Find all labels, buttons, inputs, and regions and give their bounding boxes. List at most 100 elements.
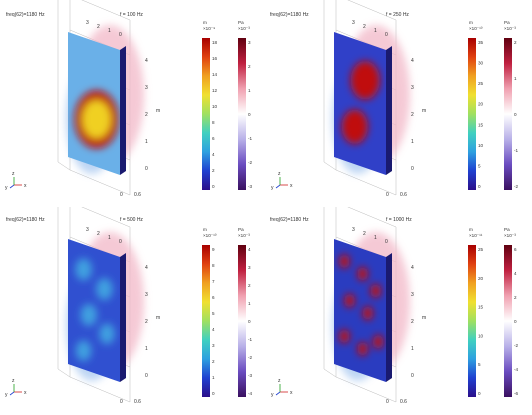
colorbar-tick: 12 [212, 88, 218, 93]
axis-triad: x z y [271, 171, 293, 191]
plate-edge [386, 46, 392, 175]
plot-title: f = 1000 Hz [386, 217, 412, 223]
y-tick-label: 1 [411, 139, 414, 145]
colorbar-tick: 0 [248, 319, 251, 324]
colorbar-tick: 18 [212, 40, 218, 45]
mode-shape [74, 90, 119, 149]
colorbar-tick: 3 [212, 343, 215, 348]
colorbar-scale [202, 245, 210, 397]
colorbar-tick: -2 [514, 184, 519, 189]
plate-displacement [68, 239, 126, 382]
depth-tick-label: 0 [119, 239, 122, 245]
triad-z-label: z [12, 171, 15, 177]
mode-lobe [362, 306, 373, 321]
colorbar-unit: Pa [504, 20, 510, 25]
grid-face-side [323, 0, 337, 171]
mode-lobe [357, 342, 368, 356]
depth-tick-label: 2 [97, 231, 100, 237]
y-tick-label: 2 [145, 319, 148, 325]
colorbar-scale [238, 245, 246, 397]
triad-y-icon [275, 184, 281, 189]
colorbar-tick: 4 [248, 247, 251, 252]
depth-tick-label: 0 [119, 32, 122, 38]
triad-x-label: x [24, 183, 27, 189]
plot-panel-250hz: freq(62)=1180 Hz f = 250 Hz 0 1 2 3 4 m 0 0.6 3 2… [266, 0, 532, 207]
x-tick-label: 0.6 [400, 192, 407, 198]
x-tick-label: 0 [120, 399, 123, 405]
plot-panel-100hz: freq(62)=1180 Hz f = 100 Hz 0 1 2 3 4 m 0 0.6 3 2… [0, 0, 266, 207]
colorbar-tick: 2 [248, 283, 251, 288]
axis-ticks: 0 1 2 3 4 m 0 0.6 3 2 1 0 [86, 227, 160, 405]
freq-label: freq(62)=1180 Hz [270, 217, 309, 223]
depth-tick-label: 3 [86, 227, 89, 233]
axis-ticks: 0 1 2 3 4 m 0 0.6 3 2 1 0 [352, 227, 426, 405]
colorbar-exponent: ×10⁻¹¹ [469, 233, 483, 238]
colorbar-tick: 25 [478, 81, 484, 86]
triad-y-label: y [5, 392, 8, 398]
colorbar-exponent: ×10⁻⁹ [203, 26, 215, 31]
colorbar-tick: 7 [212, 279, 215, 284]
mode-shape [75, 258, 115, 361]
depth-tick-label: 3 [352, 227, 355, 233]
triad-x-label: x [290, 390, 293, 396]
colorbar-tick: -2 [514, 343, 519, 348]
y-tick-label: 1 [411, 346, 414, 352]
colorbar-tick: 10 [212, 104, 218, 109]
plate-edge [120, 46, 126, 175]
axis-unit-label: m [422, 108, 426, 114]
plate-face [334, 32, 386, 175]
colorbar-tick: 2 [248, 64, 251, 69]
colorbar-exponent: ×10⁻³ [238, 233, 250, 238]
x-tick-label: 0.6 [400, 399, 407, 405]
colorbar-exponent: ×10⁻³ [504, 233, 516, 238]
y-tick-label: 3 [145, 85, 148, 91]
mode-lobe [96, 278, 113, 301]
y-tick-label: 0 [145, 373, 148, 379]
colorbar-pressure: Pa×10⁻³ 3 2 1 0 -1 -2 -3 [238, 20, 253, 190]
triad-y-label: y [5, 185, 8, 191]
colorbar-tick: 10 [478, 143, 484, 148]
mode-lobe [339, 254, 350, 269]
depth-tick-label: 3 [352, 20, 355, 26]
axis-unit-label: m [156, 108, 160, 114]
colorbar-tick: 16 [212, 56, 218, 61]
colorbar-tick: -1 [248, 136, 253, 141]
freq-label: freq(62)=1180 Hz [6, 217, 45, 223]
freq-label: freq(62)=1180 Hz [6, 12, 45, 18]
colorbar-tick: 3 [248, 265, 251, 270]
y-tick-label: 4 [145, 265, 148, 271]
colorbar-exponent: ×10⁻³ [504, 26, 516, 31]
colorbar-tick: -4 [514, 367, 519, 372]
colorbar-tick: 9 [212, 247, 215, 252]
axis-triad: x z y [5, 378, 27, 398]
colorbar-tick: -2 [248, 355, 253, 360]
colorbar-tick: 15 [478, 122, 484, 127]
plot-title: f = 500 Hz [120, 217, 143, 223]
colorbar-tick: 30 [478, 61, 484, 66]
y-tick-label: 4 [411, 265, 414, 271]
plot-panel-1000hz: freq(62)=1180 Hz f = 1000 Hz 0 1 2 3 4 m 0 0.6 3… [266, 207, 532, 414]
colorbar-tick: 5 [478, 163, 481, 168]
mode-lobe [344, 293, 355, 308]
y-tick-label: 3 [411, 292, 414, 298]
grid-face-side [323, 207, 337, 378]
plate-edge [120, 253, 126, 382]
colorbar-tick: 14 [212, 72, 218, 77]
depth-tick-label: 2 [363, 24, 366, 30]
plate-edge [386, 253, 392, 382]
depth-tick-label: 1 [374, 28, 377, 34]
colorbar-tick: 6 [212, 136, 215, 141]
colorbar-pressure: Pa×10⁻³ 2 1 0 -1 -2 [504, 20, 519, 190]
plot-title: f = 100 Hz [120, 12, 143, 18]
triad-y-icon [275, 391, 281, 396]
colorbar-tick: -1 [248, 337, 253, 342]
colorbar-displacement: m×10⁻¹¹ 25 20 15 10 5 0 [468, 227, 484, 397]
colorbar-unit: Pa [504, 227, 510, 232]
colorbar-tick: 0 [478, 184, 481, 189]
colorbar-scale [202, 38, 210, 190]
mode-lobe [82, 100, 112, 139]
